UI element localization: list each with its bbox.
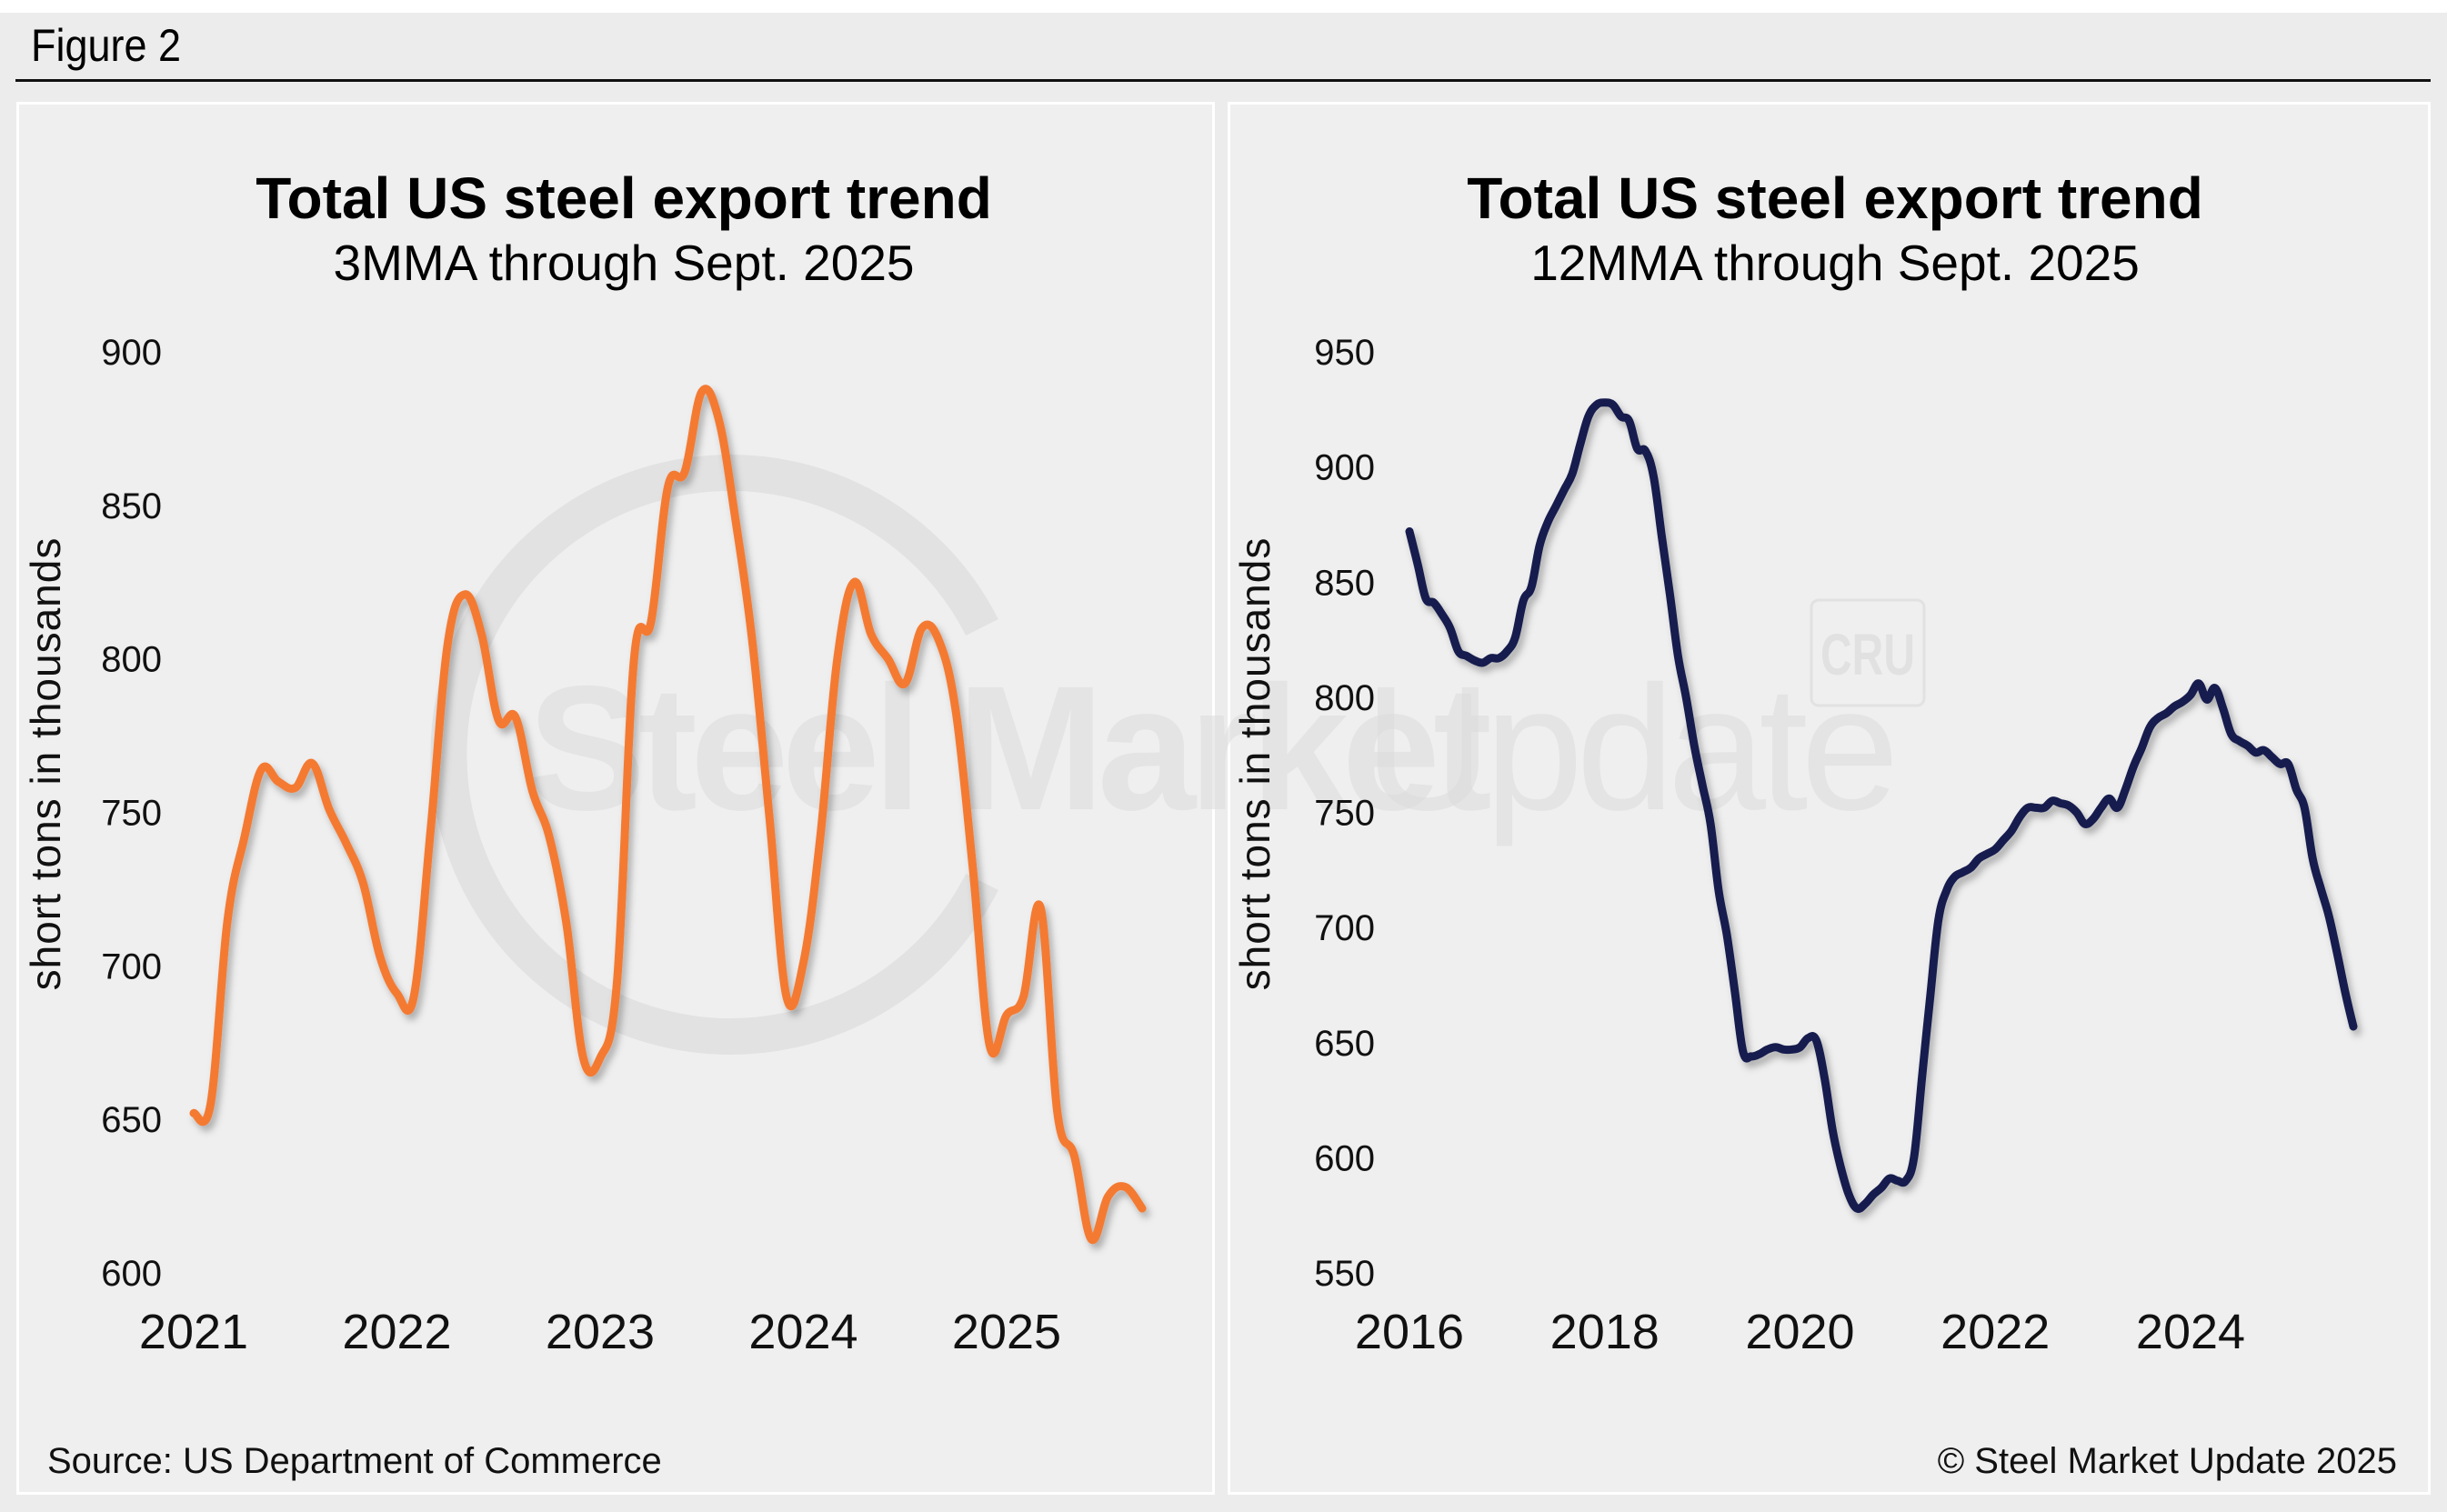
left-x-tick-label: 2023 — [546, 1305, 655, 1359]
watermark: Steel Market Update CRU — [430, 455, 1926, 1055]
right-y-tick-label: 650 — [1314, 1024, 1375, 1064]
left-y-tick-label: 750 — [101, 794, 162, 834]
left-y-tick-labels: 600 650 700 750 800 850 900 — [101, 333, 162, 1294]
right-x-tick-label: 2022 — [1941, 1305, 2050, 1359]
left-y-tick-label: 650 — [101, 1100, 162, 1140]
right-x-tick-label: 2018 — [1550, 1305, 1660, 1359]
figure-label: Figure 2 — [31, 20, 182, 71]
right-y-tick-label: 600 — [1314, 1138, 1375, 1178]
left-chart: Total US steel export trend 3MMA through… — [22, 165, 1147, 1481]
right-chart-title: Total US steel export trend — [1467, 165, 2203, 231]
right-y-tick-label: 950 — [1314, 333, 1375, 373]
watermark-brand-bold: Steel Market — [527, 649, 1490, 847]
right-chart-panel — [1228, 102, 2431, 1495]
right-x-tick-label: 2016 — [1355, 1305, 1464, 1359]
watermark-brand-light: Update — [1364, 649, 1892, 847]
right-chart-subtitle: 12MMA through Sept. 2025 — [1530, 235, 2140, 291]
right-y-tick-label: 900 — [1314, 448, 1375, 488]
right-x-tick-label: 2024 — [2136, 1305, 2245, 1359]
right-x-tick-label: 2020 — [1745, 1305, 1854, 1359]
left-y-tick-label: 900 — [101, 333, 162, 373]
left-x-tick-label: 2024 — [748, 1305, 857, 1359]
cru-logo-icon: CRU — [1810, 598, 1926, 707]
source-note: Source: US Department of Commerce — [47, 1441, 662, 1481]
right-y-tick-labels: 550 600 650 700 750 800 850 900 950 — [1314, 333, 1375, 1294]
right-y-tick-label: 700 — [1314, 908, 1375, 948]
watermark-swoosh-icon — [430, 455, 998, 1055]
right-y-axis-label: short tons in thousands — [1231, 537, 1279, 991]
left-x-tick-label: 2022 — [342, 1305, 451, 1359]
left-y-tick-label: 800 — [101, 640, 162, 680]
left-chart-title: Total US steel export trend — [256, 165, 992, 231]
right-y-tick-label: 850 — [1314, 563, 1375, 603]
right-y-tick-label: 550 — [1314, 1254, 1375, 1294]
left-y-tick-label: 700 — [101, 946, 162, 986]
left-chart-subtitle: 3MMA through Sept. 2025 — [333, 235, 914, 291]
cru-logo-text: CRU — [1820, 622, 1915, 686]
left-y-tick-label: 850 — [101, 486, 162, 526]
copyright-note: © Steel Market Update 2025 — [1938, 1441, 2397, 1481]
left-x-tick-label: 2025 — [952, 1305, 1061, 1359]
left-y-tick-label: 600 — [101, 1254, 162, 1294]
right-x-tick-labels: 2016 2018 2020 2022 2024 — [1355, 1305, 2245, 1359]
right-y-tick-label: 800 — [1314, 678, 1375, 718]
left-chart-panel — [16, 102, 1215, 1495]
header-rule — [15, 79, 2431, 82]
right-y-tick-label: 750 — [1314, 794, 1375, 834]
left-x-tick-labels: 2021 2022 2023 2024 2025 — [139, 1305, 1061, 1359]
left-y-axis-label: short tons in thousands — [22, 537, 69, 991]
left-x-tick-label: 2021 — [139, 1305, 248, 1359]
right-series-line-12mma — [1405, 398, 2358, 1214]
left-series-line-3mma — [189, 385, 1147, 1245]
right-chart: Total US steel export trend 12MMA throug… — [1231, 165, 2397, 1481]
